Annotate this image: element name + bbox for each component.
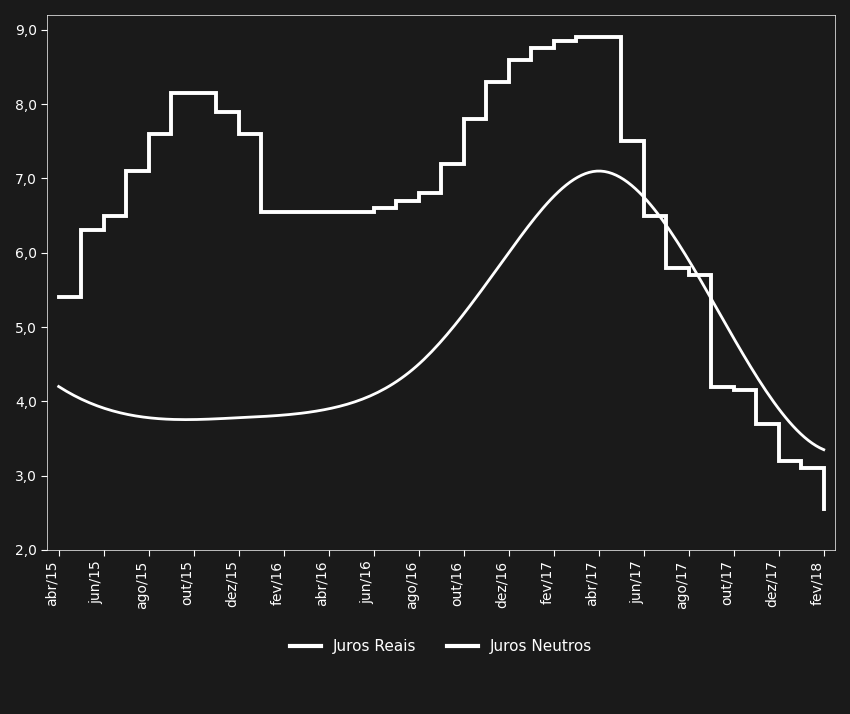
Juros Reais [391,196,401,205]
Juros Reais [571,33,581,41]
Juros Reais [234,130,244,139]
Juros Reais [638,211,649,220]
Juros Reais [121,167,131,176]
Juros Reais [166,89,176,97]
Juros Reais [481,78,491,86]
Juros Reais [369,204,379,213]
Juros Reais [819,505,829,513]
Line: Juros Neutros: Juros Neutros [59,171,824,450]
Juros Reais [301,208,311,216]
Juros Reais [706,382,717,391]
Juros Neutros [54,382,64,391]
Juros Reais [728,386,739,395]
Line: Juros Reais: Juros Reais [59,37,824,509]
Juros Neutros [819,446,829,454]
Juros Reais [324,208,334,216]
Juros Reais [548,36,558,45]
Juros Reais [503,55,513,64]
Juros Reais [459,115,469,124]
Legend: Juros Reais, Juros Neutros: Juros Reais, Juros Neutros [284,633,598,660]
Juros Reais [346,208,356,216]
Juros Reais [526,44,536,53]
Juros Neutros [757,381,768,389]
Juros Neutros [196,415,206,423]
Juros Neutros [596,167,606,176]
Juros Neutros [258,412,268,421]
Juros Reais [774,456,784,465]
Juros Reais [796,464,807,473]
Juros Reais [144,130,154,139]
Juros Reais [99,211,109,220]
Juros Neutros [84,398,94,407]
Juros Neutros [99,404,110,413]
Juros Reais [211,107,221,116]
Juros Reais [683,271,694,279]
Juros Reais [436,159,446,168]
Juros Reais [751,419,762,428]
Juros Reais [76,226,86,235]
Juros Reais [279,208,289,216]
Juros Neutros [784,418,794,426]
Juros Reais [661,263,672,272]
Juros Reais [256,208,266,216]
Juros Reais [616,137,626,146]
Juros Reais [54,293,64,301]
Juros Reais [593,33,604,41]
Juros Reais [414,189,424,198]
Juros Reais [189,89,199,97]
